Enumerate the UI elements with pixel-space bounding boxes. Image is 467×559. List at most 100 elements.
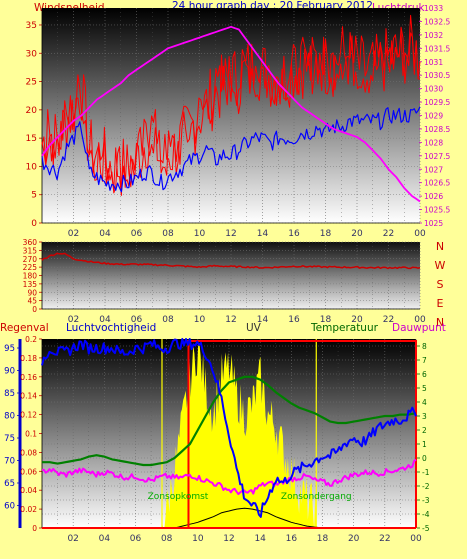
pressure-ytick-label: 1026 — [424, 192, 443, 201]
weather-xtick-label: 00 — [410, 534, 422, 544]
pressure-ytick-label: 1031 — [424, 58, 443, 67]
wind-gust-line-2 — [41, 32, 421, 194]
rain-ytick-label: 0.18 — [20, 354, 37, 363]
rain-ytick-label: 0.16 — [20, 373, 37, 382]
weather-xtick-label: 10 — [192, 534, 204, 544]
sunrise-label: Zonsopkomst — [148, 492, 209, 502]
direction-ytick-label: 0 — [32, 305, 37, 314]
wind-xtick-label: 06 — [131, 229, 143, 239]
humidity-ytick-label: 80 — [4, 412, 15, 422]
humidity-ytick-label: 70 — [4, 457, 15, 467]
rain-legend-label: Regenval — [0, 322, 49, 334]
weather-xtick-label: 20 — [348, 534, 360, 544]
direction-ytick-label: 225 — [23, 263, 38, 272]
rain-ytick-label: 0.2 — [25, 335, 37, 344]
wind-xtick-label: 14 — [257, 229, 269, 239]
wind-ytick-label: 0 — [31, 219, 37, 229]
compass-label: E — [437, 297, 444, 310]
humidity-ytick-label: 90 — [4, 367, 15, 377]
temperature-ytick-label: 4 — [422, 398, 427, 407]
pressure-ytick-label: 1027 — [424, 165, 443, 174]
uv-legend-label: UV — [246, 322, 262, 334]
wind-xtick-label: 16 — [288, 229, 300, 239]
wind-ytick-label: 20 — [26, 106, 38, 116]
wind-gust-line — [41, 14, 421, 196]
temperature-ytick-label: -5 — [422, 524, 430, 533]
wind-avg-line — [41, 106, 421, 193]
temperature-ytick-label: 6 — [422, 370, 427, 379]
compass-label: W — [435, 259, 446, 272]
wind-ytick-label: 35 — [26, 21, 37, 31]
rain-ytick-label: 0 — [32, 524, 37, 533]
direction-ytick-label: 45 — [27, 297, 37, 306]
weather-xtick-label: 06 — [130, 534, 142, 544]
pressure-ytick-label: 1030 — [424, 85, 443, 94]
temperature-ytick-label: 0 — [422, 454, 427, 463]
rain-ytick-label: 0.04 — [20, 486, 37, 495]
compass-label: N — [436, 240, 444, 253]
wind-xtick-label: 18 — [320, 229, 332, 239]
direction-xtick-label: 22 — [383, 315, 394, 325]
temperature-legend-label: Temperatuur — [310, 322, 379, 334]
direction-ytick-label: 90 — [27, 288, 37, 297]
temperature-ytick-label: 8 — [422, 342, 427, 351]
pressure-ytick-label: 1025 — [424, 219, 443, 228]
pressure-ytick-label: 1031.5 — [424, 44, 450, 53]
wind-ytick-label: 25 — [26, 78, 37, 88]
compass-label: N — [436, 316, 444, 329]
temperature-ytick-label: -1 — [422, 468, 430, 477]
humidity-line — [41, 338, 417, 518]
wind-xtick-label: 10 — [194, 229, 206, 239]
pressure-ytick-label: 1032 — [424, 31, 443, 40]
temperature-ytick-label: -2 — [422, 482, 430, 491]
temperature-ytick-label: 7 — [422, 356, 427, 365]
temperature-ytick-label: 5 — [422, 384, 427, 393]
direction-xtick-label: 12 — [225, 315, 236, 325]
humidity-ytick-label: 75 — [4, 434, 15, 444]
rain-ytick-label: 0.12 — [20, 411, 37, 420]
wind-ytick-label: 30 — [26, 49, 38, 59]
humidity-ytick-label: 60 — [4, 502, 15, 512]
direction-xtick-label: 00 — [414, 315, 426, 325]
direction-xtick-label: 20 — [351, 315, 363, 325]
rain-ytick-label: 0.08 — [20, 448, 37, 457]
wind-xtick-label: 04 — [99, 229, 111, 239]
weather-xtick-label: 16 — [286, 534, 298, 544]
temperature-ytick-label: -4 — [422, 510, 430, 519]
direction-ytick-label: 360 — [23, 238, 38, 247]
direction-ytick-label: 315 — [23, 246, 38, 255]
rain-ytick-label: 0.02 — [20, 505, 37, 514]
pressure-ytick-label: 1029.5 — [424, 98, 450, 107]
humidity-ytick-label: 65 — [4, 479, 15, 489]
dewpoint-line — [41, 458, 417, 496]
direction-xtick-label: 10 — [194, 315, 206, 325]
temperature-line — [42, 375, 417, 467]
dewpoint-legend-label: Dauwpunt — [392, 322, 446, 334]
wind-xtick-label: 00 — [414, 229, 426, 239]
humidity-ytick-label: 95 — [4, 344, 15, 354]
pressure-line — [41, 25, 421, 203]
pressure-ytick-label: 1027.5 — [424, 152, 450, 161]
weather-xtick-label: 14 — [254, 534, 266, 544]
wind-xtick-label: 02 — [68, 229, 79, 239]
direction-xtick-label: 14 — [257, 315, 269, 325]
rain-ytick-label: 0.14 — [20, 392, 37, 401]
wind-xtick-label: 08 — [162, 229, 174, 239]
temperature-ytick-label: -3 — [422, 496, 430, 505]
rain-ytick-label: 0.1 — [25, 430, 37, 439]
temperature-ytick-label: 1 — [422, 440, 427, 449]
wind-ytick-label: 15 — [26, 134, 37, 144]
rain-line — [187, 340, 417, 528]
direction-ytick-label: 270 — [23, 255, 38, 264]
pressure-ytick-label: 1025.5 — [424, 206, 450, 215]
pressure-ytick-label: 1029 — [424, 112, 443, 121]
direction-xtick-label: 08 — [162, 315, 174, 325]
wind-ytick-label: 10 — [26, 162, 38, 172]
uv-area — [162, 343, 317, 528]
weather-xtick-label: 04 — [99, 534, 111, 544]
direction-xtick-label: 16 — [288, 315, 300, 325]
pressure-ytick-label: 1030.5 — [424, 71, 450, 80]
pressure-ytick-label: 1028 — [424, 138, 443, 147]
